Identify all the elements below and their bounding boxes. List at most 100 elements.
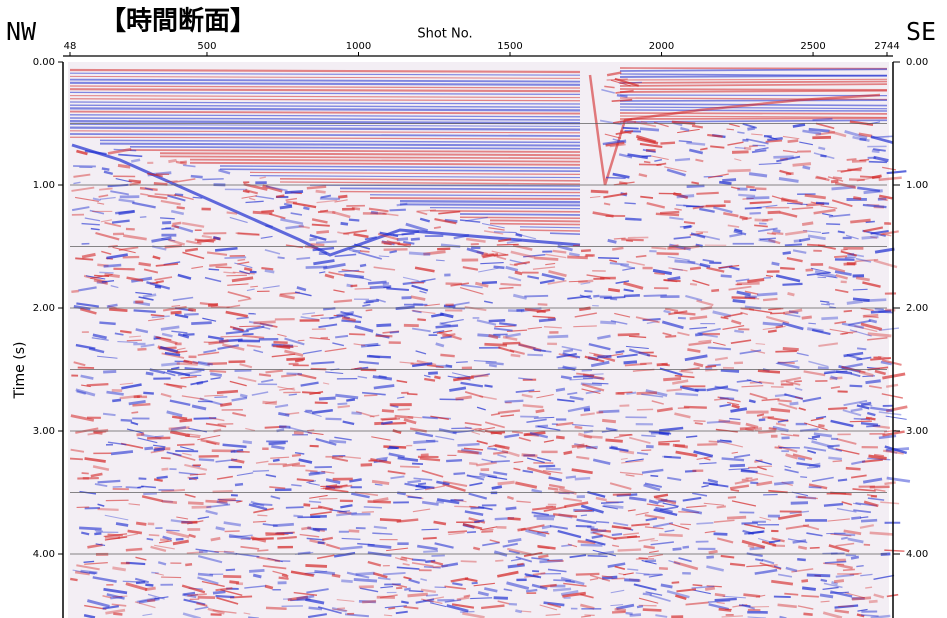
event	[253, 504, 273, 505]
x-axis-label: Shot No.	[417, 27, 472, 42]
event	[728, 170, 751, 171]
event	[489, 320, 505, 321]
event	[423, 538, 437, 539]
event	[162, 469, 169, 470]
event	[197, 382, 203, 383]
event	[261, 268, 273, 269]
event	[95, 530, 103, 531]
event	[291, 485, 301, 486]
event	[766, 141, 782, 142]
event	[644, 162, 650, 163]
event	[722, 180, 736, 181]
event	[737, 132, 744, 133]
event	[864, 191, 883, 193]
event	[582, 370, 592, 371]
event	[99, 323, 115, 324]
event	[94, 533, 101, 534]
event	[413, 441, 435, 442]
event	[160, 540, 169, 541]
event	[341, 223, 348, 224]
event	[382, 410, 394, 411]
event	[536, 410, 545, 411]
event	[185, 564, 192, 565]
event	[657, 253, 679, 254]
event	[126, 549, 142, 550]
event	[448, 531, 467, 532]
event	[301, 528, 311, 529]
event	[637, 606, 643, 607]
event	[309, 608, 322, 609]
event	[279, 578, 289, 579]
event	[790, 403, 799, 404]
event	[145, 585, 153, 586]
y-tick-label: 2.00	[33, 303, 55, 314]
event	[516, 234, 522, 236]
event	[147, 539, 153, 540]
event	[146, 373, 153, 374]
event	[407, 481, 420, 483]
x-tick-label: 48	[64, 41, 77, 52]
event	[467, 532, 476, 533]
event	[626, 241, 633, 242]
event	[368, 282, 387, 284]
event	[515, 272, 522, 274]
event	[156, 281, 164, 282]
event	[706, 557, 713, 558]
event	[191, 323, 212, 324]
event	[193, 197, 203, 198]
event	[199, 459, 214, 460]
event	[269, 443, 286, 444]
event	[584, 291, 592, 292]
event	[640, 129, 659, 130]
event	[683, 226, 691, 227]
event	[573, 376, 594, 377]
y-tick-label: 1.00	[33, 180, 55, 191]
event	[484, 385, 492, 386]
reflector	[620, 79, 887, 80]
event	[706, 366, 717, 367]
event	[581, 545, 603, 546]
event	[782, 284, 802, 285]
event	[177, 363, 198, 364]
event	[624, 580, 639, 581]
event	[221, 336, 242, 337]
event	[183, 593, 195, 595]
event	[865, 587, 872, 588]
event	[460, 612, 474, 613]
event	[226, 275, 247, 276]
event	[612, 248, 623, 250]
event	[834, 256, 847, 257]
event	[885, 310, 895, 311]
event	[624, 295, 640, 296]
event	[426, 595, 438, 596]
event	[188, 503, 203, 504]
event	[809, 487, 822, 488]
event	[727, 517, 746, 518]
event	[498, 482, 515, 484]
event	[640, 363, 652, 364]
x-tick-label: 2744	[874, 41, 899, 52]
event	[469, 463, 477, 464]
event	[535, 426, 548, 427]
event	[143, 393, 154, 394]
event	[572, 445, 585, 447]
event	[440, 355, 454, 356]
x-tick-label: 500	[197, 41, 216, 52]
event	[316, 232, 329, 233]
event	[337, 404, 347, 405]
event	[237, 233, 259, 235]
event	[734, 331, 744, 332]
event	[771, 409, 790, 411]
event	[265, 586, 273, 588]
event	[208, 305, 218, 306]
event	[584, 409, 590, 410]
event	[757, 294, 777, 295]
event	[329, 441, 346, 442]
event	[659, 535, 683, 536]
event	[588, 556, 608, 557]
event	[659, 568, 668, 569]
event	[576, 574, 600, 575]
event	[494, 267, 505, 268]
event	[561, 377, 572, 379]
event	[346, 399, 355, 400]
